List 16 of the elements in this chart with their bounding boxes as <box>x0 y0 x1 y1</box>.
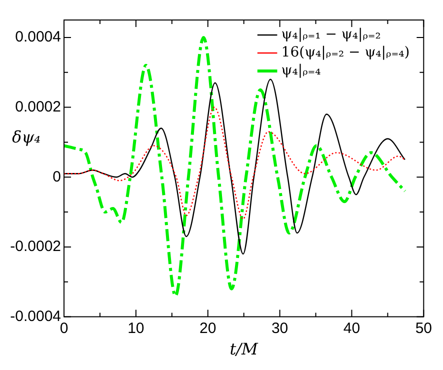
x-tick-label: 20 <box>200 320 216 337</box>
y-tick-label: -0.0002 <box>10 238 61 256</box>
y-tick-label: -0.0004 <box>10 308 61 325</box>
x-tick-label: 30 <box>271 320 288 337</box>
x-tick-label: 10 <box>128 320 144 337</box>
x-tick-label: 40 <box>343 320 360 337</box>
y-axis-title: δψ₄ <box>12 128 41 147</box>
legend-label: ψ₄|ᵨ₌₄ <box>281 62 322 79</box>
x-tick-label: 50 <box>415 320 432 337</box>
x-axis-title: t/M <box>230 340 259 359</box>
y-tick-label: 0.0004 <box>15 28 61 46</box>
legend-label: 16(ψ₄|ᵨ₌₂ − ψ₄|ᵨ₌₄) <box>281 44 410 61</box>
line-series <box>64 106 406 220</box>
y-tick-label: 0 <box>52 168 61 186</box>
legend-label: ψ₄|ᵨ₌₁ − ψ₄|ᵨ₌₂ <box>281 26 381 43</box>
y-tick-label: 0.0002 <box>15 98 61 116</box>
